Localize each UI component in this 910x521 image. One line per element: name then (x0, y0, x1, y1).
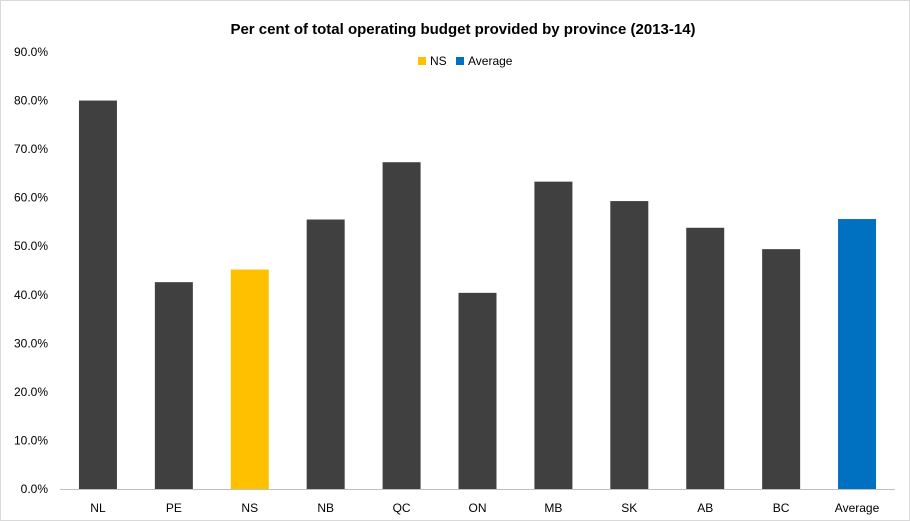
legend-label-average: Average (468, 54, 513, 68)
y-tick-label: 70.0% (14, 142, 48, 156)
bar-ns (230, 269, 269, 489)
x-tick-label: PE (166, 501, 182, 515)
legend-swatch-ns (418, 57, 426, 65)
bar-sk (610, 201, 649, 489)
x-tick-label: SK (621, 501, 637, 515)
bar-bc (762, 249, 801, 489)
y-tick-label: 20.0% (14, 385, 48, 399)
x-tick-label: QC (393, 501, 411, 515)
x-tick-label: BC (773, 501, 790, 515)
y-axis-ticks: 0.0% 10.0% 20.0% 30.0% 40.0% 50.0% 60.0% 70.0% 8… (14, 45, 48, 496)
bar-pe (154, 282, 193, 489)
x-tick-label: MB (544, 501, 562, 515)
x-axis-labels: NL PE NS NB QC ON MB SK AB BC Average (90, 501, 879, 515)
x-tick-label: NL (90, 501, 106, 515)
chart-title: Per cent of total operating budget provi… (230, 21, 695, 38)
y-tick-label: 90.0% (14, 45, 48, 59)
x-tick-label: NS (241, 501, 258, 515)
bar-ab (686, 227, 725, 489)
x-tick-label: Average (835, 501, 880, 515)
bar-on (458, 292, 497, 489)
bar-nb (306, 219, 345, 489)
y-tick-label: 60.0% (14, 191, 48, 205)
bars (78, 100, 877, 490)
bar-average (838, 219, 877, 489)
bar-nl (78, 100, 117, 490)
y-tick-label: 0.0% (21, 482, 49, 496)
legend-label-ns: NS (430, 54, 447, 68)
x-tick-label: AB (697, 501, 713, 515)
legend-swatch-average (456, 57, 464, 65)
bar-qc (382, 162, 421, 489)
x-tick-label: NB (317, 501, 334, 515)
y-tick-label: 40.0% (14, 288, 48, 302)
legend: NS Average (418, 54, 513, 68)
y-tick-label: 10.0% (14, 433, 48, 447)
y-tick-label: 30.0% (14, 336, 48, 350)
y-tick-label: 50.0% (14, 239, 48, 253)
y-tick-label: 80.0% (14, 94, 48, 108)
x-tick-label: ON (469, 501, 487, 515)
bar-mb (534, 181, 573, 490)
